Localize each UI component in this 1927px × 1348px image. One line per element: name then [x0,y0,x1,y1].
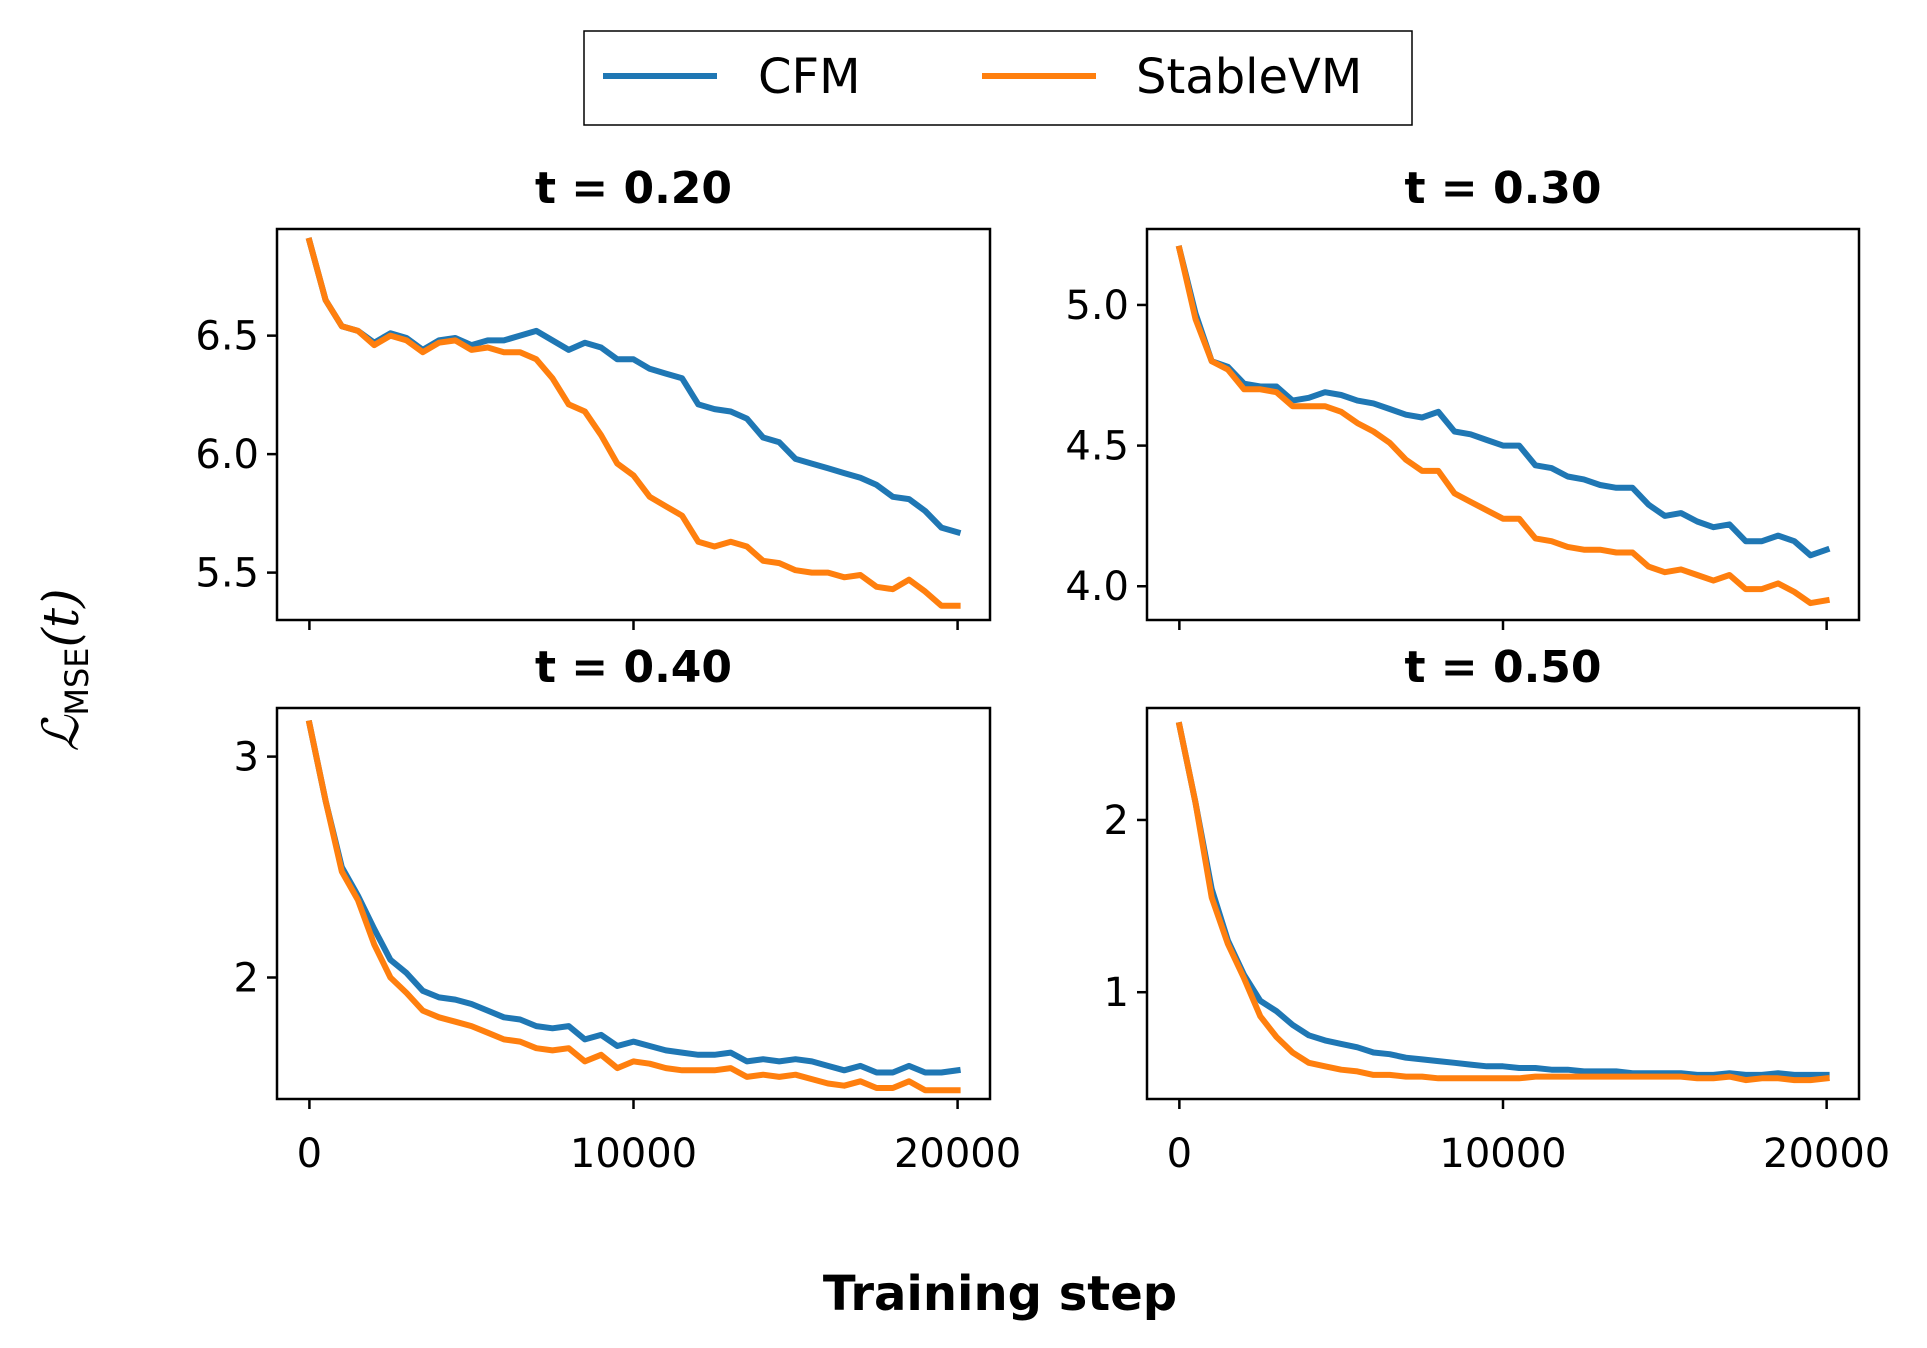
series-line-stablevm [305,719,961,1094]
x-axis-label: Training step [823,1266,1177,1322]
plot-area [1147,229,1859,620]
plot-area [1147,708,1859,1099]
x-tick-label: 0 [297,1131,322,1177]
x-tick-label: 20000 [1763,1131,1890,1177]
plot-area [277,229,990,620]
series-line-cfm [305,719,961,1076]
plot-area [277,708,990,1099]
panel-title: t = 0.20 [535,163,732,214]
series-line-cfm [1175,721,1830,1078]
y-tick-label: 2 [1104,798,1129,844]
x-tick-label: 10000 [570,1131,697,1177]
x-tick-label: 20000 [894,1131,1021,1177]
y-tick-label: 4.0 [1065,564,1129,610]
svg-text:ℒMSE(t): ℒMSE(t) [32,588,96,751]
legend: CFM StableVM [583,30,1413,126]
panels: 5.5 6.0 6.5 t = 0.20 4.0 4.5 5.0 t = 0.30 2 3 0 100… [195,163,1890,1177]
x-tick-label: 10000 [1439,1131,1566,1177]
y-axis-label-subscript: MSE [58,647,96,715]
legend-label-cfm: CFM [758,49,861,105]
panel-2: 4.0 4.5 5.0 t = 0.30 [1065,163,1861,630]
series-line-stablevm [305,237,961,609]
panel-1: 5.5 6.0 6.5 t = 0.20 [195,163,992,630]
y-axis-label-symbol: ℒ [32,715,90,752]
y-tick-label: 1 [1104,970,1129,1016]
y-tick-label: 3 [234,735,259,781]
panel-title: t = 0.40 [535,642,732,693]
y-tick-label: 5.0 [1065,283,1129,329]
series-line-stablevm [1175,721,1830,1084]
y-axis-label-argument: (t) [32,588,90,647]
y-tick-label: 5.5 [195,551,259,597]
x-tick-label: 0 [1167,1131,1192,1177]
y-tick-label: 4.5 [1065,424,1129,470]
series-line-stablevm [1175,245,1831,607]
panel-3: 2 3 0 10000 20000 t = 0.40 [234,642,1022,1177]
series-line-cfm [1175,245,1831,559]
y-tick-label: 6.0 [195,432,259,478]
y-tick-label: 6.5 [195,314,259,360]
panel-4: 1 2 0 10000 20000 t = 0.50 [1104,642,1891,1177]
legend-label-stablevm: StableVM [1136,49,1362,105]
panel-title: t = 0.30 [1404,163,1601,214]
y-axis-label: ℒMSE(t) [32,588,96,751]
panel-title: t = 0.50 [1404,642,1601,693]
y-tick-label: 2 [234,956,259,1002]
